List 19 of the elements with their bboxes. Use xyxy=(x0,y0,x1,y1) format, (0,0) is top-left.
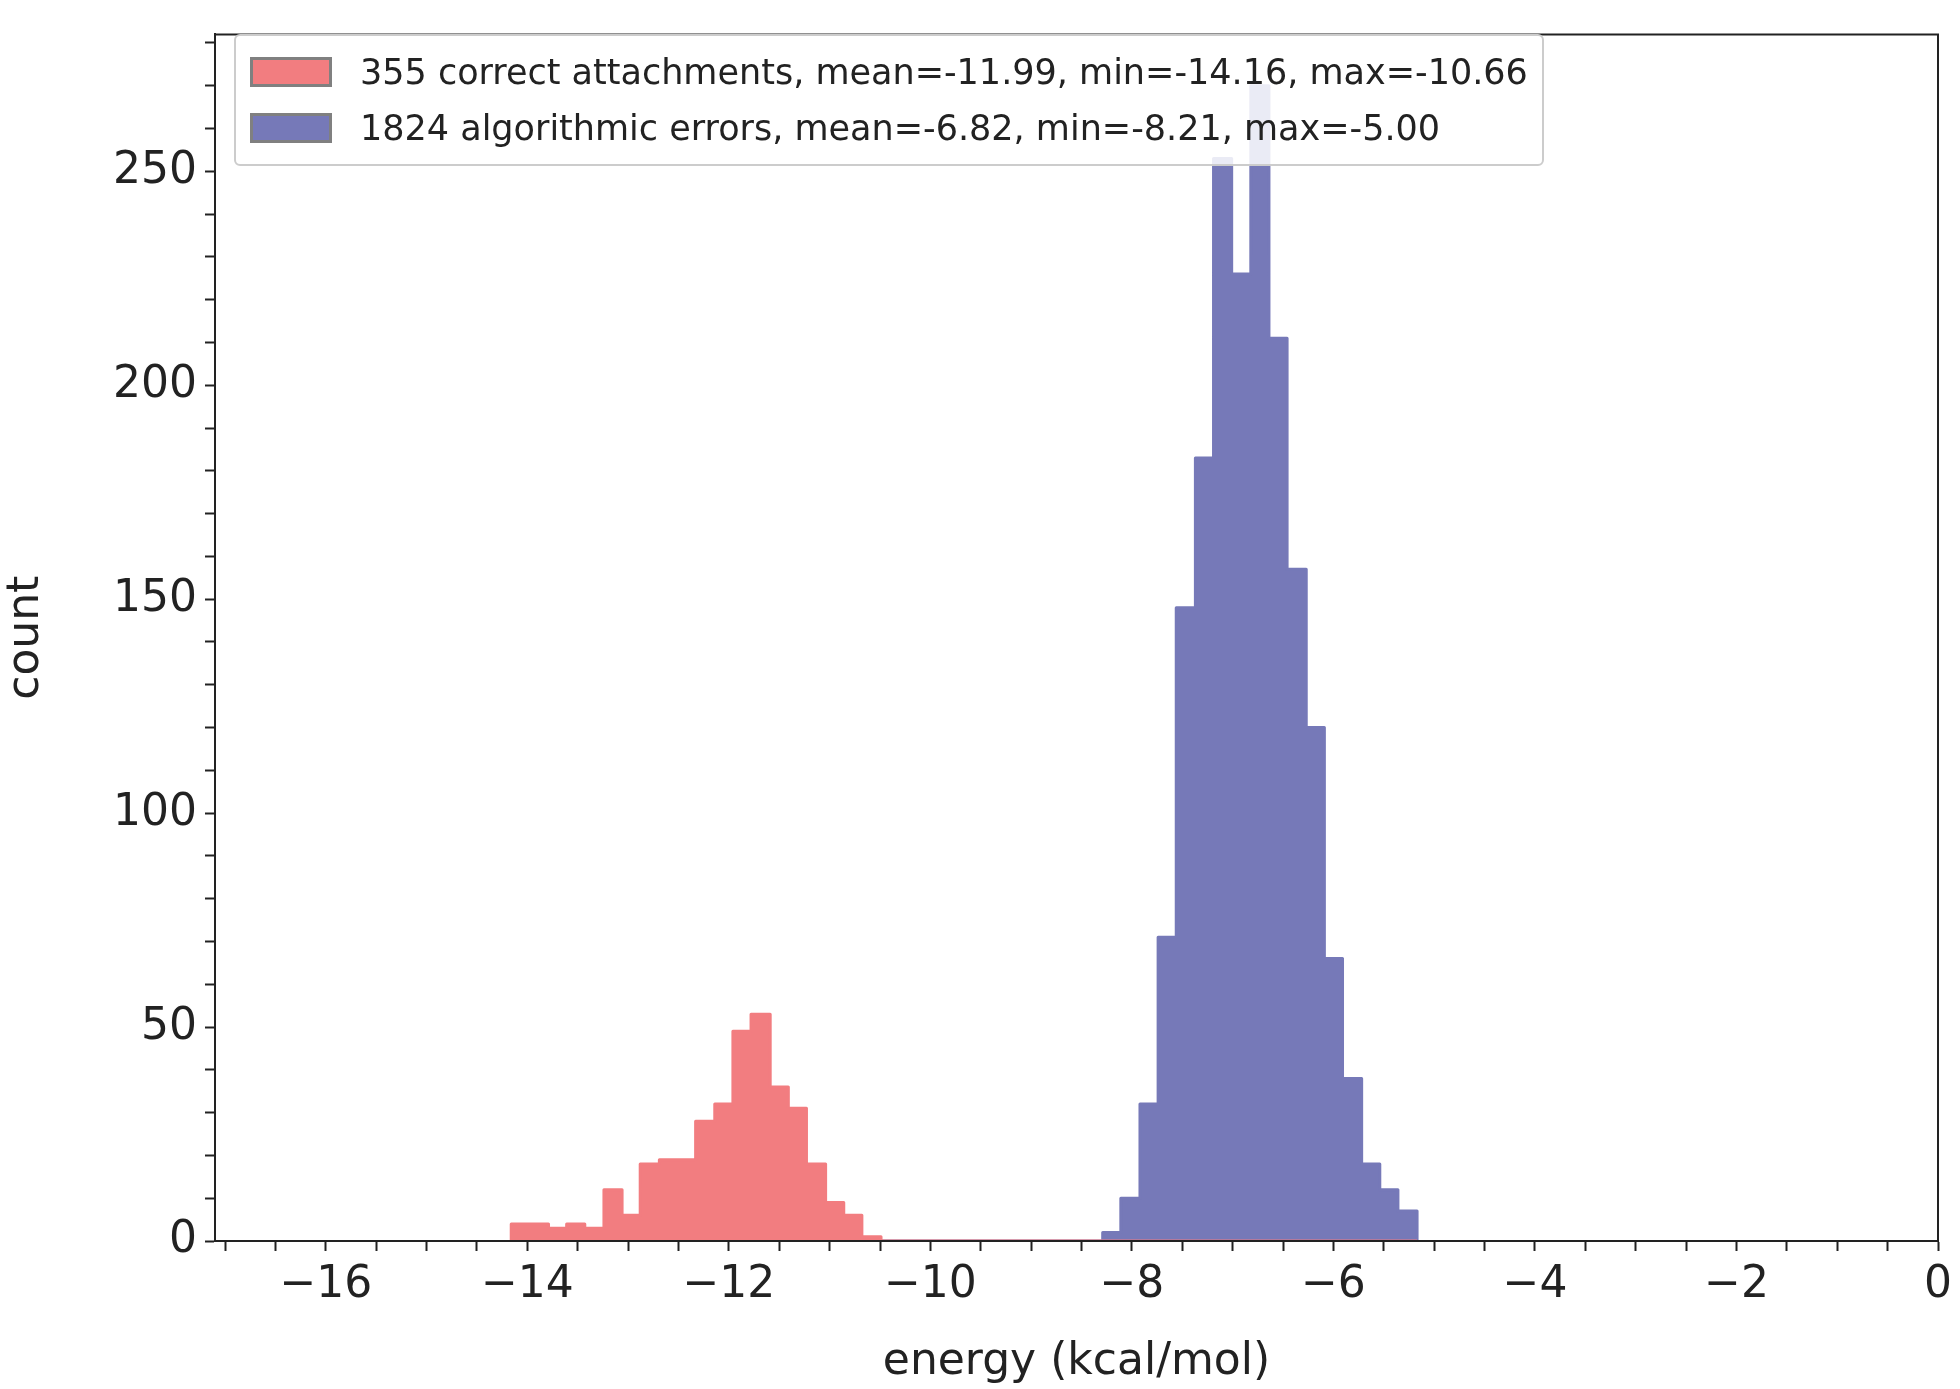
y-axis-title: count xyxy=(0,575,48,700)
y-tick-label: 50 xyxy=(141,997,197,1049)
y-tick-label: 250 xyxy=(113,141,197,193)
y-tick-label: 0 xyxy=(169,1211,197,1263)
x-tick-label: −16 xyxy=(279,1255,373,1307)
y-tick-label: 200 xyxy=(113,355,197,407)
x-axis-title: energy (kcal/mol) xyxy=(882,1333,1271,1385)
y-tick-label: 100 xyxy=(113,783,197,835)
x-tick-label: −8 xyxy=(1099,1255,1165,1307)
legend-label: 1824 algorithmic errors, mean=-6.82, min=-8.21, max=-5.00 xyxy=(360,108,1441,148)
x-tick-label: −10 xyxy=(883,1255,977,1307)
x-tick-label: 0 xyxy=(1924,1255,1952,1307)
y-tick-label: 150 xyxy=(113,569,197,621)
legend-label: 355 correct attachments, mean=-11.99, min=-14.16, max=-10.66 xyxy=(360,52,1528,92)
x-tick-label: −2 xyxy=(1704,1255,1769,1307)
x-tick-label: −6 xyxy=(1301,1255,1366,1307)
x-tick-label: −4 xyxy=(1502,1255,1568,1307)
x-tick-label: −14 xyxy=(480,1255,574,1307)
x-tick-label: −12 xyxy=(682,1255,776,1307)
